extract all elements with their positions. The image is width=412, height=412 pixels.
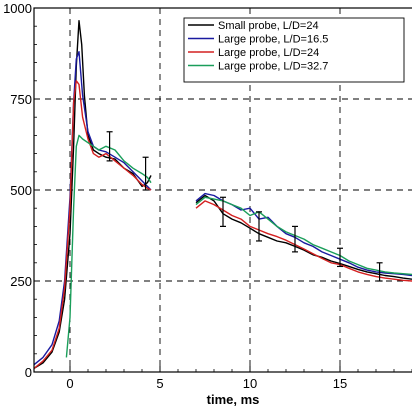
x-axis-label: time, ms — [207, 392, 260, 407]
error-bar — [337, 247, 343, 268]
x-tick-label: 5 — [156, 376, 163, 391]
error-bar — [106, 131, 113, 162]
x-tick-label: 10 — [243, 376, 257, 391]
data-series — [33, 20, 412, 369]
legend-label: Large probe, L/D=32.7 — [218, 61, 328, 73]
error-bar — [220, 196, 226, 227]
x-tick-label: 0 — [66, 376, 73, 391]
error-bar — [142, 156, 149, 191]
legend-label: Small probe, L/D=24 — [218, 20, 319, 32]
error-bar — [256, 211, 262, 242]
legend-box — [183, 17, 405, 83]
y-tick-label: 250 — [10, 274, 32, 289]
series-1 — [33, 20, 412, 369]
legend: Small probe, L/D=24 Large probe, L/D=16.5… — [183, 17, 405, 83]
error-bar — [292, 225, 298, 253]
error-bars — [106, 131, 383, 282]
legend-label: Large probe, L/D=16.5 — [218, 34, 328, 46]
series-line — [33, 20, 152, 369]
y-tick-label: 500 — [10, 183, 32, 198]
series-4 — [65, 134, 412, 358]
x-tick-label: 15 — [333, 376, 347, 391]
series-line — [65, 134, 152, 358]
y-tick-label: 1000 — [3, 1, 32, 16]
axis-ticks: 0 5 10 15 0 250 500 750 1000 — [3, 1, 412, 391]
series-line — [195, 200, 412, 282]
series-line — [33, 51, 152, 366]
legend-label: Large probe, L/D=24 — [218, 47, 319, 59]
series-line — [195, 194, 412, 280]
series-3 — [33, 80, 412, 369]
error-bar — [376, 262, 383, 282]
legend-items: Small probe, L/D=24 Large probe, L/D=16.5… — [188, 20, 328, 73]
y-tick-label: 0 — [25, 365, 32, 380]
series-line — [195, 196, 412, 276]
series-line — [33, 80, 152, 369]
y-tick-label: 750 — [10, 92, 32, 107]
